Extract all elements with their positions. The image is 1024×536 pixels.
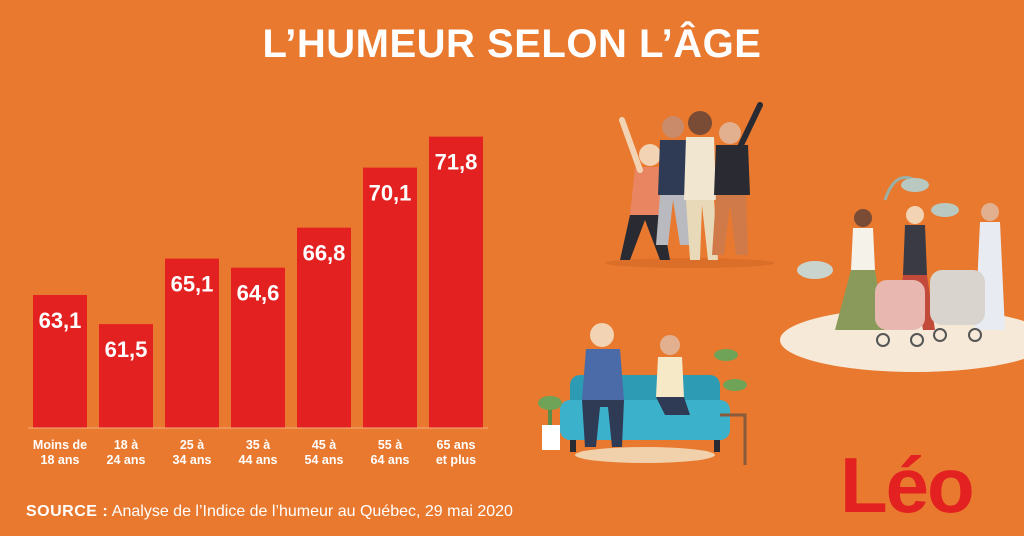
friends-dancing-illustration	[605, 102, 775, 268]
category-label-4-1: 54 ans	[305, 453, 344, 467]
bar-value-label-0: 63,1	[39, 308, 82, 333]
category-label-5-1: 64 ans	[371, 453, 410, 467]
category-label-3-1: 44 ans	[239, 453, 278, 467]
bar-6	[429, 136, 483, 428]
bar-value-label-3: 64,6	[237, 281, 280, 306]
leo-logo: Léo	[840, 441, 975, 529]
bar-4	[297, 227, 351, 428]
category-label-0-0: Moins de	[33, 438, 87, 452]
category-label-2-0: 25 à	[180, 438, 204, 452]
category-label-2-1: 34 ans	[173, 453, 212, 467]
bar-value-label-6: 71,8	[435, 150, 478, 175]
chart-title: L’HUMEUR SELON L’ÂGE	[262, 22, 762, 66]
bar-1	[99, 324, 153, 428]
bar-value-label-4: 66,8	[303, 241, 346, 266]
category-label-6-1: et plus	[436, 453, 476, 467]
category-label-3-0: 35 à	[246, 438, 270, 452]
category-label-0-1: 18 ans	[41, 453, 80, 467]
bar-3	[231, 267, 285, 428]
bar-5	[363, 167, 417, 428]
bar-value-label-1: 61,5	[105, 337, 148, 362]
category-label-1-1: 24 ans	[107, 453, 146, 467]
source-text: Analyse de l’Indice de l’humeur au Québe…	[111, 503, 513, 520]
category-label-4-0: 45 à	[312, 438, 336, 452]
bar-2	[165, 258, 219, 428]
bar-0	[33, 295, 87, 428]
bars-group	[33, 136, 483, 428]
category-label-5-0: 55 à	[378, 438, 402, 452]
category-label-1-0: 18 à	[114, 438, 138, 452]
family-couch-illustration	[538, 323, 747, 465]
source-note: SOURCE : Analyse de l’Indice de l’humeur…	[26, 503, 513, 521]
mothers-strollers-illustration	[780, 176, 1024, 372]
bar-value-label-5: 70,1	[369, 181, 412, 206]
source-label: SOURCE :	[26, 503, 109, 520]
bar-value-label-2: 65,1	[171, 272, 214, 297]
category-label-6-0: 65 ans	[437, 438, 476, 452]
